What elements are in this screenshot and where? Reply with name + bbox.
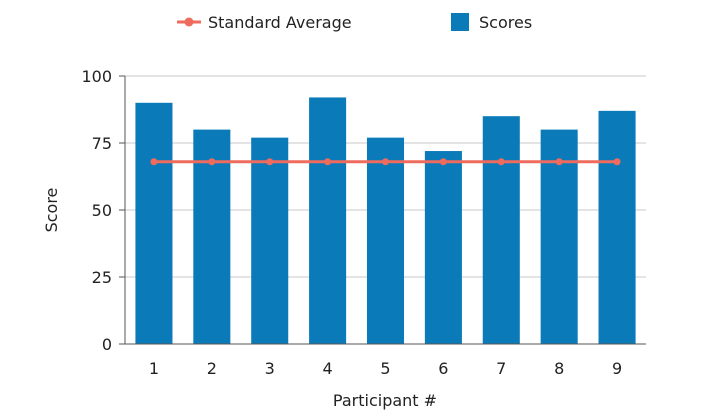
average-point	[266, 158, 274, 166]
x-tick-label: 1	[149, 359, 159, 378]
y-tick-label: 75	[92, 134, 112, 153]
y-axis-title: Score	[42, 188, 61, 233]
average-point	[497, 158, 505, 166]
x-tick-label: 2	[207, 359, 217, 378]
legend-item-standard-average: Standard Average	[177, 13, 352, 32]
bar	[540, 129, 578, 344]
bar-series	[135, 97, 636, 344]
bar	[309, 97, 347, 344]
average-point	[555, 158, 563, 166]
x-tick-label: 4	[323, 359, 333, 378]
bar	[135, 102, 173, 344]
legend-marker-swatch	[184, 17, 194, 27]
average-line-series	[150, 158, 621, 166]
legend-label-scores: Scores	[479, 13, 532, 32]
bar	[193, 129, 231, 344]
y-tick-label: 0	[102, 335, 112, 354]
bar	[424, 151, 462, 344]
x-tick-label: 6	[438, 359, 448, 378]
y-tick-label: 25	[92, 268, 112, 287]
legend-bar-swatch	[451, 13, 469, 31]
average-point	[613, 158, 621, 166]
average-point	[439, 158, 447, 166]
bar	[251, 137, 289, 344]
x-tick-label: 5	[380, 359, 390, 378]
x-tick-label: 9	[612, 359, 622, 378]
average-point	[208, 158, 216, 166]
legend-item-scores: Scores	[451, 13, 532, 32]
average-point	[150, 158, 158, 166]
y-tick-labels: 0 25 50 75 100	[81, 67, 112, 354]
x-tick-label: 3	[265, 359, 275, 378]
average-point	[382, 158, 389, 166]
x-tick-label: 7	[496, 359, 506, 378]
bar	[482, 116, 520, 344]
y-tick-label: 50	[92, 201, 112, 220]
x-axis-title: Participant #	[333, 391, 437, 410]
bar	[598, 110, 636, 344]
legend-label-standard-average: Standard Average	[208, 13, 352, 32]
bar	[366, 137, 405, 344]
x-tick-label: 8	[554, 359, 564, 378]
y-tick-label: 100	[81, 67, 112, 86]
average-point	[324, 158, 332, 166]
legend: Standard Average Scores	[177, 13, 532, 32]
x-tick-labels: 1 2 3 4 5 6 7 8 9	[149, 359, 622, 378]
